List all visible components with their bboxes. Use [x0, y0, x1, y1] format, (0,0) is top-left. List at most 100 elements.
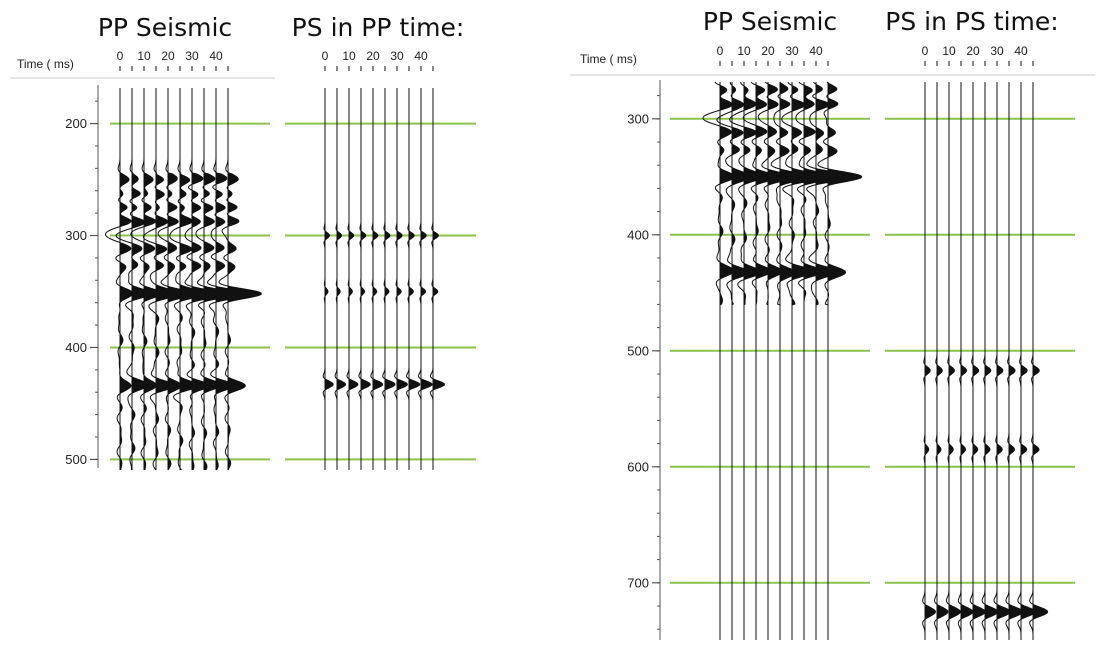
offset-tick-label-10: 10 [342, 49, 356, 63]
trace-wiggle-offset-40 [417, 88, 433, 470]
trace-wiggle-offset-0 [702, 81, 736, 640]
trace-wiggle-offset-15 [957, 82, 974, 640]
offset-tick-label-10: 10 [137, 49, 151, 63]
trace-fill-offset-15 [756, 82, 777, 640]
offset-tick-label-20: 20 [366, 49, 380, 63]
trace-fill-offset-45 [228, 88, 262, 470]
offset-tick-label-10: 10 [737, 44, 751, 58]
trace-wiggle-offset-25 [770, 81, 807, 640]
offset-tick-label-30: 30 [185, 49, 199, 63]
time-tick-label-400: 400 [65, 340, 87, 355]
trace-fill-offset-15 [156, 88, 178, 470]
trace-fill-offset-5 [732, 82, 750, 640]
trace-wiggle-offset-45 [1029, 82, 1049, 640]
trace-wiggle-offset-30 [184, 88, 221, 471]
trace-fill-offset-45 [433, 88, 445, 470]
trace-wiggle-offset-35 [1005, 82, 1024, 640]
panel-title: PP Seismic [703, 7, 837, 36]
time-axis-label: Time ( ms) [580, 52, 637, 66]
offset-tick-label-30: 30 [990, 44, 1004, 58]
trace-fill-offset-30 [997, 82, 1011, 640]
panel-title: PP Seismic [98, 13, 232, 42]
trace-wiggle-offset-45 [817, 81, 863, 640]
trace-wiggle-offset-0 [922, 82, 937, 640]
trace-wiggle-offset-5 [934, 82, 949, 640]
trace-fill-offset-45 [828, 82, 862, 640]
trace-fill-offset-30 [792, 82, 822, 640]
panel-title: PS in PS time: [885, 7, 1058, 36]
time-tick-label-600: 600 [627, 459, 649, 474]
trace-wiggle-offset-35 [195, 88, 234, 471]
trace-fill-offset-10 [349, 88, 358, 470]
trace-wiggle-offset-10 [346, 88, 359, 470]
panel-title: PS in PP time: [292, 13, 465, 42]
trace-wiggle-offset-30 [394, 88, 408, 470]
trace-wiggle-offset-25 [169, 88, 204, 471]
offset-tick-label-40: 40 [209, 49, 223, 63]
offset-tick-label-40: 40 [809, 44, 823, 58]
trace-wiggle-offset-10 [130, 88, 162, 471]
offset-tick-label-0: 0 [117, 49, 124, 63]
trace-fill-offset-5 [937, 82, 948, 640]
trace-wiggle-offset-35 [795, 81, 833, 640]
trace-fill-offset-15 [361, 88, 371, 470]
time-tick-label-200: 200 [65, 116, 87, 131]
trace-wiggle-offset-15 [742, 81, 777, 640]
offset-tick-label-30: 30 [390, 49, 404, 63]
offset-tick-label-20: 20 [161, 49, 175, 63]
time-axis-label: Time ( ms) [17, 57, 74, 71]
trace-wiggle-offset-20 [370, 88, 384, 470]
offset-tick-label-0: 0 [717, 44, 724, 58]
panel-ps-in-ps-time: PS in PS time: 0 10 20 30 40 [885, 7, 1075, 640]
trace-fill-offset-35 [204, 88, 234, 470]
trace-wiggle-offset-20 [969, 82, 986, 640]
offset-tick-label-0: 0 [922, 44, 929, 58]
trace-wiggle-offset-10 [729, 81, 764, 640]
offset-tick-label-40: 40 [414, 49, 428, 63]
trace-fill-offset-10 [144, 88, 162, 470]
trace-wiggle-offset-35 [406, 88, 421, 470]
trace-fill-offset-25 [780, 82, 807, 640]
time-tick-label-300: 300 [627, 111, 649, 126]
trace-wiggle-offset-25 [382, 88, 396, 470]
offset-tick-label-30: 30 [785, 44, 799, 58]
trace-wiggle-offset-45 [429, 88, 445, 470]
trace-wiggle-offset-40 [206, 88, 250, 471]
trace-fill-offset-20 [373, 88, 383, 470]
trace-wiggle-offset-40 [1017, 82, 1036, 640]
panel-ps-in-pp-time: PS in PP time: 0 10 20 30 40 [285, 13, 476, 470]
trace-wiggle-offset-15 [142, 88, 179, 471]
offset-tick-label-40: 40 [1014, 44, 1028, 58]
offset-tick-label-10: 10 [942, 44, 956, 58]
time-tick-label-300: 300 [65, 228, 87, 243]
trace-fill-offset-40 [421, 88, 433, 470]
trace-wiggle-offset-15 [358, 88, 371, 470]
trace-wiggle-offset-20 [757, 81, 792, 640]
trace-wiggle-offset-5 [115, 88, 152, 471]
trace-fill-offset-10 [744, 82, 763, 640]
trace-fill-offset-0 [120, 88, 133, 470]
trace-wiggle-offset-5 [716, 81, 751, 640]
trace-wiggle-offset-25 [981, 82, 999, 640]
time-tick-label-500: 500 [65, 452, 87, 467]
trace-fill-offset-0 [925, 82, 936, 640]
trace-fill-offset-40 [816, 82, 852, 640]
offset-tick-label-20: 20 [966, 44, 980, 58]
trace-fill-offset-30 [397, 88, 408, 470]
trace-wiggle-offset-20 [157, 88, 192, 471]
time-tick-label-700: 700 [627, 575, 649, 590]
trace-fill-offset-45 [1033, 82, 1048, 640]
trace-wiggle-offset-10 [945, 82, 961, 640]
panel-pp-seismic: PP Seismic 0 10 20 30 40 [98, 13, 270, 471]
time-tick-label-500: 500 [627, 343, 649, 358]
trace-wiggle-offset-30 [993, 82, 1011, 640]
trace-wiggle-offset-40 [806, 81, 852, 640]
trace-fill-offset-15 [961, 82, 973, 640]
time-tick-label-400: 400 [627, 227, 649, 242]
trace-wiggle-offset-0 [104, 88, 134, 471]
offset-tick-label-0: 0 [322, 49, 329, 63]
trace-wiggle-offset-5 [334, 88, 347, 470]
